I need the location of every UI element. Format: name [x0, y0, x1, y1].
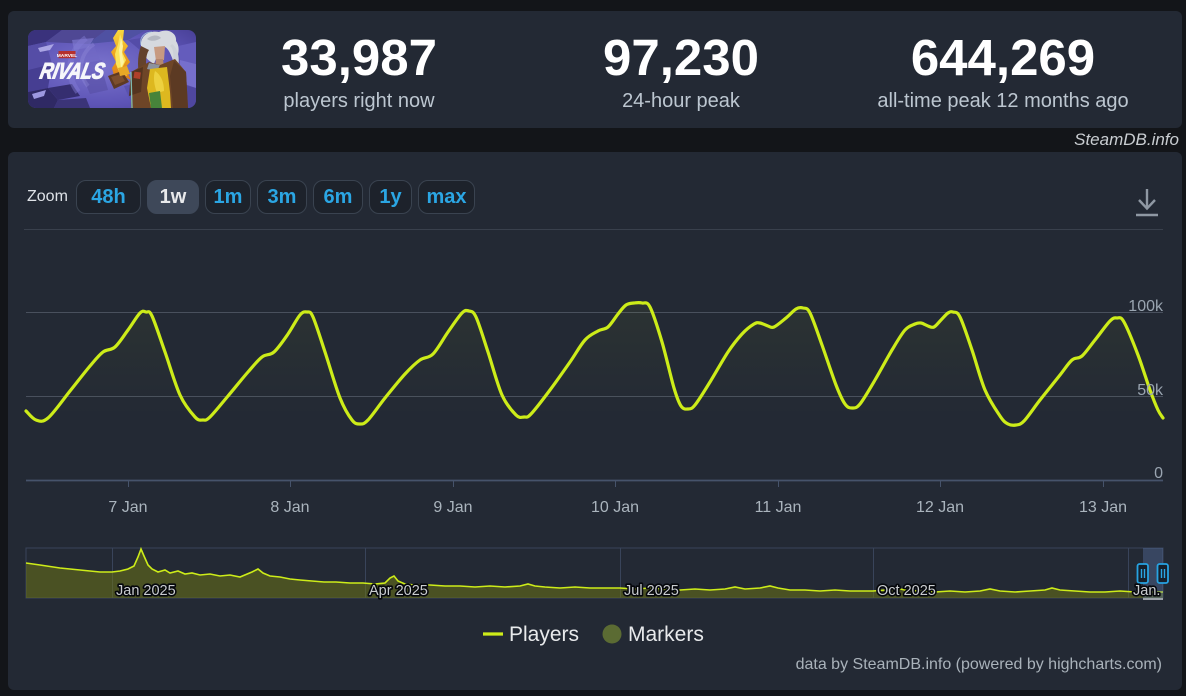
svg-text:7 Jan: 7 Jan	[108, 499, 147, 516]
svg-text:10 Jan: 10 Jan	[591, 499, 639, 516]
svg-text:Apr 2025: Apr 2025	[369, 583, 428, 599]
svg-text:11 Jan: 11 Jan	[755, 499, 802, 516]
svg-text:0: 0	[1154, 465, 1163, 482]
svg-text:50k: 50k	[1137, 382, 1164, 399]
svg-text:13 Jan: 13 Jan	[1079, 499, 1127, 516]
svg-text:9 Jan: 9 Jan	[433, 499, 472, 516]
svg-text:Players: Players	[509, 623, 579, 646]
svg-text:RIVALS: RIVALS	[38, 58, 107, 84]
svg-text:Oct 2025: Oct 2025	[877, 583, 936, 599]
svg-text:data by SteamDB.info (powered: data by SteamDB.info (powered by highcha…	[796, 656, 1162, 673]
svg-text:Markers: Markers	[628, 623, 704, 646]
svg-text:12 Jan: 12 Jan	[916, 499, 964, 516]
svg-text:8 Jan: 8 Jan	[270, 499, 309, 516]
svg-text:Jan. 2026: Jan. 2026	[1133, 583, 1186, 599]
svg-text:Jul 2025: Jul 2025	[624, 583, 679, 599]
svg-text:Jan 2025: Jan 2025	[116, 583, 176, 599]
svg-text:100k: 100k	[1128, 298, 1164, 315]
svg-text:MARVEL: MARVEL	[57, 53, 78, 59]
